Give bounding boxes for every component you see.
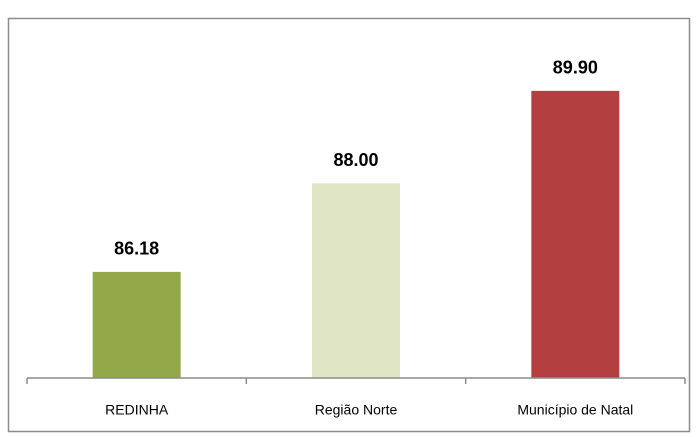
x-tick-label: REDINHA [105,402,169,418]
x-tick-label: Região Norte [315,402,398,418]
bar [92,271,181,378]
bar [312,183,400,378]
bar [531,90,620,378]
data-label: 86.18 [114,239,159,259]
x-tick-label: Município de Natal [517,402,633,418]
data-label: 88.00 [333,150,378,170]
data-label: 89.90 [553,58,598,78]
